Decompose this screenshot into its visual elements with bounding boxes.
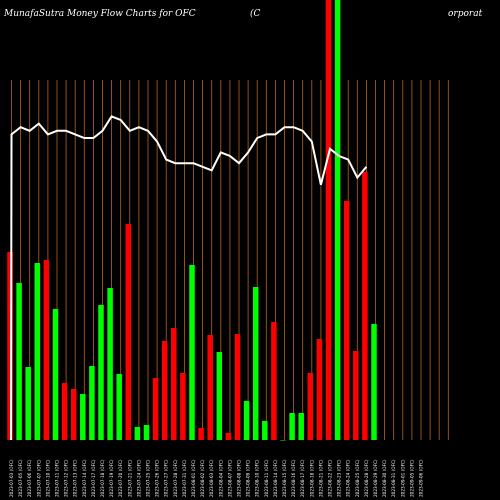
chart-title-right: orporat [448,9,483,19]
bar-14 [134,427,141,440]
bar-2 [25,367,31,440]
bar-0 [7,252,13,440]
bar-33 [307,373,314,440]
bar-20 [189,265,195,440]
x-tick-label: 2023-08-08 (OFC) [237,459,242,497]
x-tick-label: 2023-09-06 (OFC) [419,459,424,497]
bar-30 [280,440,286,441]
bar-19 [180,373,186,440]
bar-36 [334,0,341,440]
x-tick-label: 2023-08-04 (OFC) [218,459,223,497]
x-tick-label: 2023-08-10 (OFC) [255,459,260,497]
x-tick-label: 2023-07-13 (OFC) [73,459,78,497]
x-tick-label: 2023-07-12 (OFC) [64,459,69,497]
x-tick-label: 2023-07-27 (OFC) [164,459,169,497]
bar-27 [252,287,259,440]
chart-title-mid: (C [250,8,261,19]
x-tick-label: 2023-08-03 (OFC) [209,459,214,497]
bar-17 [161,341,168,440]
money-flow-line [10,115,368,441]
chart-title-left: MunafaSutra Money Flow Charts for OFC [3,9,196,19]
x-tick-label: 2023-07-31 (OFC) [182,459,187,497]
bar-24 [225,433,232,440]
x-tick-label: 2023-08-25 (OFC) [355,459,360,497]
bar-7 [70,389,77,440]
x-tick-label: 2023-08-21 (OFC) [318,459,323,497]
bar-32 [298,413,304,440]
x-axis-labels: 2023-07-03 (OFC) 2023-07-05 (OFC) 2023-07-… [9,459,424,497]
bar-21 [198,428,204,440]
x-tick-label: 2023-07-06 (OFC) [27,459,32,497]
x-tick-label: 2023-07-14 (OFC) [82,459,87,497]
x-tick-label: 2023-08-30 (OFC) [382,459,387,497]
x-tick-label: 2023-08-09 (OFC) [246,459,251,497]
x-tick-label: 2023-08-15 (OFC) [282,459,287,497]
bar-3 [34,263,41,440]
x-tick-label: 2023-07-05 (OFC) [18,459,23,497]
x-tick-label: 2023-07-21 (OFC) [127,459,132,497]
x-tick-label: 2023-08-02 (OFC) [200,459,205,497]
bar-4 [43,260,50,440]
bar-29 [271,322,277,440]
x-tick-label: 2023-07-19 (OFC) [109,459,114,497]
x-tick-label: 2023-09-05 (OFC) [409,459,414,497]
x-tick-label: 2023-07-03 (OFC) [9,459,14,497]
x-tick-label: 2023-08-28 (OFC) [364,459,369,497]
x-tick-label: 2023-07-24 (OFC) [136,459,141,497]
bar-34 [316,339,323,440]
x-tick-label: 2023-07-07 (OFC) [36,459,41,497]
x-tick-label: 2023-08-11 (OFC) [264,459,269,497]
bar-18 [171,328,177,440]
bar-9 [89,366,95,440]
bar-40 [371,324,377,440]
bar-39 [362,172,368,440]
x-tick-label: 2023-07-11 (OFC) [55,459,60,497]
x-tick-label: 2023-08-16 (OFC) [291,459,296,497]
bar-26 [243,401,250,440]
bar-25 [234,334,241,440]
bar-28 [262,421,268,440]
x-tick-label: 2023-08-24 (OFC) [346,459,351,497]
x-tick-label: 2023-08-07 (OFC) [227,459,232,497]
x-tick-label: 2023-07-25 (OFC) [146,459,151,497]
bar-22 [207,335,213,440]
x-tick-label: 2023-08-01 (OFC) [191,459,196,497]
x-tick-label: 2023-07-10 (OFC) [45,459,50,497]
x-tick-label: 2023-07-28 (OFC) [173,459,178,497]
bar-23 [216,352,223,440]
bar-15 [143,425,150,440]
x-tick-label: 2023-08-23 (OFC) [337,459,342,497]
x-tick-label: 2023-08-18 (OFC) [309,459,314,497]
bar-6 [61,383,68,440]
x-tick-label: 2023-08-22 (OFC) [328,459,333,497]
bar-13 [125,224,132,440]
x-tick-label: 2023-08-17 (OFC) [300,459,305,497]
bar-16 [152,378,159,440]
bar-31 [289,413,295,440]
bar-series [7,0,377,441]
x-tick-label: 2023-07-18 (OFC) [100,459,105,497]
x-tick-label: 2023-09-01 (OFC) [400,459,405,497]
bar-37 [343,201,350,440]
bar-12 [116,374,122,440]
grid-lines [11,80,449,440]
x-tick-label: 2023-07-17 (OFC) [91,459,96,497]
bar-5 [52,309,59,440]
x-tick-label: 2023-07-20 (OFC) [118,459,123,497]
x-tick-label: 2023-08-14 (OFC) [273,459,278,497]
bar-10 [98,305,104,440]
bar-8 [80,394,86,440]
bar-11 [107,288,113,440]
x-tick-label: 2023-07-26 (OFC) [155,459,160,497]
bar-35 [325,0,332,440]
x-tick-label: 2023-08-29 (OFC) [373,459,378,497]
bar-38 [353,351,359,440]
x-tick-label: 2023-08-31 (OFC) [391,459,396,497]
bar-1 [16,283,22,440]
